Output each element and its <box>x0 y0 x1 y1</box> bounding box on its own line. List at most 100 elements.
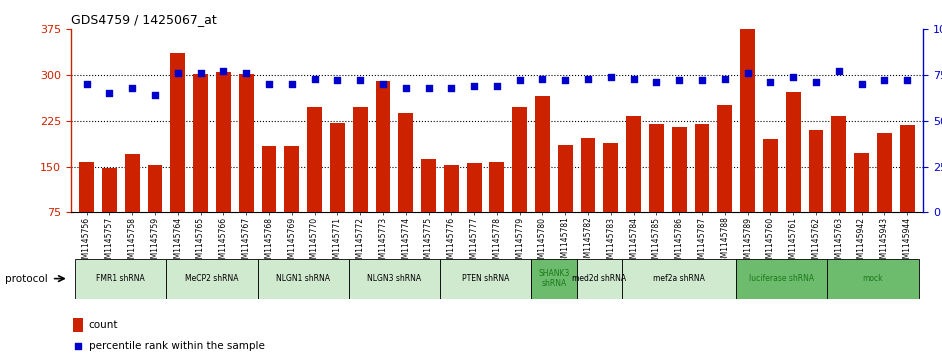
Point <box>102 90 117 96</box>
Point <box>512 77 528 83</box>
Point <box>262 81 277 87</box>
Bar <box>718 105 732 258</box>
Bar <box>238 74 253 258</box>
Bar <box>832 117 846 258</box>
Point <box>603 74 618 79</box>
Bar <box>262 146 276 258</box>
Point <box>444 85 459 91</box>
Bar <box>330 123 345 258</box>
Point <box>466 83 481 89</box>
Bar <box>349 258 440 299</box>
Bar <box>398 113 414 258</box>
Point <box>284 81 300 87</box>
Bar <box>604 143 618 258</box>
Bar <box>694 124 709 258</box>
Bar <box>75 258 167 299</box>
Text: GDS4759 / 1425067_at: GDS4759 / 1425067_at <box>71 13 217 26</box>
Bar <box>786 92 801 258</box>
Text: FMR1 shRNA: FMR1 shRNA <box>96 274 145 283</box>
Text: NLGN1 shRNA: NLGN1 shRNA <box>276 274 330 283</box>
Bar <box>73 318 83 332</box>
Point <box>238 70 253 76</box>
Point <box>79 81 94 87</box>
Bar <box>672 127 687 258</box>
Bar <box>307 107 322 258</box>
Bar <box>490 162 504 258</box>
Bar <box>558 145 573 258</box>
Point <box>352 77 367 83</box>
Bar <box>421 159 436 258</box>
Point <box>808 79 823 85</box>
Bar <box>444 165 459 258</box>
Text: PTEN shRNA: PTEN shRNA <box>462 274 510 283</box>
Text: mef2a shRNA: mef2a shRNA <box>654 274 706 283</box>
Point <box>854 81 869 87</box>
Point <box>398 85 414 91</box>
Bar <box>102 168 117 258</box>
Bar <box>877 133 892 258</box>
Point <box>124 85 139 91</box>
Bar <box>193 74 208 258</box>
Text: med2d shRNA: med2d shRNA <box>573 274 626 283</box>
Bar <box>167 258 257 299</box>
Text: count: count <box>89 320 118 330</box>
Bar <box>171 53 186 258</box>
Bar <box>79 162 94 258</box>
Bar <box>124 154 139 258</box>
Point <box>489 83 504 89</box>
Point <box>535 76 550 81</box>
Bar <box>535 96 550 258</box>
Bar <box>649 124 664 258</box>
Bar <box>466 163 481 258</box>
Bar <box>376 81 390 258</box>
Point <box>376 81 391 87</box>
Point <box>330 77 345 83</box>
Text: percentile rank within the sample: percentile rank within the sample <box>89 341 265 351</box>
Text: MeCP2 shRNA: MeCP2 shRNA <box>186 274 238 283</box>
Point <box>558 77 573 83</box>
Bar <box>808 130 823 258</box>
Point <box>367 244 382 250</box>
Text: SHANK3
shRNA: SHANK3 shRNA <box>538 269 570 288</box>
Point <box>649 79 664 85</box>
Point <box>216 68 231 74</box>
Text: mock: mock <box>863 274 884 283</box>
Bar <box>827 258 918 299</box>
Text: protocol: protocol <box>5 274 47 284</box>
Text: luciferase shRNA: luciferase shRNA <box>749 274 815 283</box>
Bar <box>763 139 778 258</box>
Point <box>717 76 732 81</box>
Point <box>148 92 163 98</box>
Point <box>740 70 755 76</box>
Point <box>307 76 322 81</box>
Bar <box>577 258 623 299</box>
Point <box>171 70 186 76</box>
Bar <box>512 107 528 258</box>
Point <box>877 77 892 83</box>
Point <box>831 68 846 74</box>
Bar <box>440 258 531 299</box>
Bar <box>740 29 755 258</box>
Point <box>580 76 595 81</box>
Bar <box>737 258 827 299</box>
Bar <box>854 153 869 258</box>
Bar <box>284 146 300 258</box>
Point <box>421 85 436 91</box>
Bar <box>623 258 737 299</box>
Point <box>672 77 687 83</box>
Bar <box>148 165 162 258</box>
Point <box>694 77 709 83</box>
Bar <box>580 138 595 258</box>
Bar <box>531 258 577 299</box>
Point <box>626 76 642 81</box>
Point <box>786 74 801 79</box>
Point <box>763 79 778 85</box>
Point <box>900 77 915 83</box>
Text: NLGN3 shRNA: NLGN3 shRNA <box>367 274 421 283</box>
Bar <box>900 125 915 258</box>
Bar <box>352 107 367 258</box>
Bar <box>257 258 349 299</box>
Bar <box>626 116 642 258</box>
Point <box>193 70 208 76</box>
Bar <box>216 72 231 258</box>
